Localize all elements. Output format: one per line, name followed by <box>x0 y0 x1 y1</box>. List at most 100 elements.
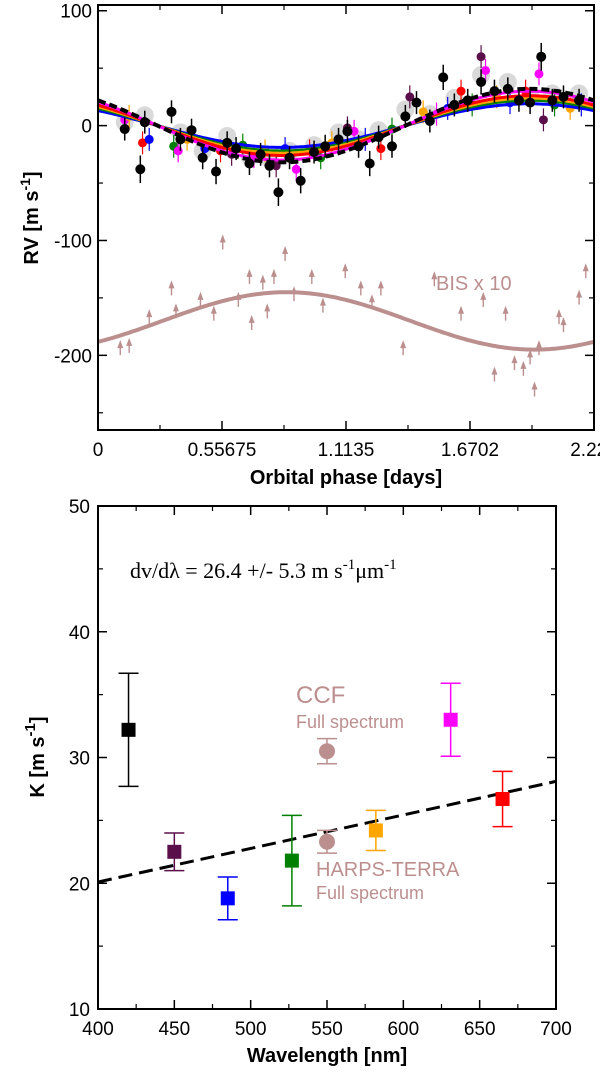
bis-point <box>377 280 384 289</box>
top-x-tick-label: 0 <box>93 440 104 461</box>
rv-point <box>547 95 558 106</box>
rv-point <box>284 152 295 163</box>
rv-point <box>342 126 353 137</box>
rv-point <box>386 141 397 152</box>
bis-point <box>282 245 289 254</box>
rv-color-point <box>476 52 486 62</box>
bis-point <box>270 268 277 277</box>
rv-color-point <box>534 69 544 79</box>
top-x-tick-label: 2.227 <box>570 440 600 461</box>
bis-point <box>480 291 487 300</box>
bis-point <box>319 297 326 306</box>
rv-point <box>558 91 569 102</box>
bis-model-layer <box>98 290 594 352</box>
k-point-square <box>495 791 510 806</box>
bis-point <box>146 309 153 318</box>
rv-color-point <box>538 115 548 125</box>
bis-point <box>248 314 255 323</box>
rv-point <box>231 143 242 154</box>
bis-point <box>400 340 407 349</box>
rv-point <box>197 152 208 163</box>
top-axis-ticks: 0 0.55675 1.1135 1.6702 2.227 -200 -100 0 100 <box>54 2 600 461</box>
slope-annotation-prefix: dv/dλ = 26.4 +/- 5.3 m s <box>130 558 343 583</box>
top-y-title-exp: -1 <box>17 178 33 191</box>
rv-point <box>211 166 222 177</box>
k-point-square <box>121 722 136 737</box>
bottom-x-tick-label: 650 <box>464 1019 496 1040</box>
top-y-tick-label: 100 <box>60 2 92 23</box>
bis-point <box>290 286 297 295</box>
bis-point <box>342 263 349 272</box>
bottom-x-tick-label: 550 <box>311 1019 343 1040</box>
k-points-layer <box>118 672 513 921</box>
rv-point <box>320 141 331 152</box>
top-x-tick-label: 1.1135 <box>318 440 375 461</box>
rv-color-point <box>405 92 415 102</box>
rv-point <box>135 164 146 175</box>
rv-point <box>424 116 435 127</box>
bottom-x-tick-label: 600 <box>387 1019 419 1040</box>
rv-colored-points-layer <box>120 45 586 181</box>
bottom-y-title-exp: -1 <box>22 723 39 736</box>
bis-point <box>535 340 542 349</box>
bis-point <box>582 263 589 272</box>
bis-point <box>219 234 226 243</box>
bis-point <box>259 274 266 283</box>
rv-point <box>166 106 177 117</box>
bis-point <box>308 268 315 277</box>
rv-point <box>574 95 585 106</box>
rv-color-point <box>144 134 154 144</box>
bis-point <box>210 305 217 314</box>
k-point-square <box>284 853 299 868</box>
rv-point <box>244 158 255 169</box>
rv-point <box>449 99 460 110</box>
bottom-y-tick-label: 10 <box>69 1000 90 1021</box>
bis-point <box>458 305 465 314</box>
top-y-title-close: ] <box>21 171 43 178</box>
rv-color-point <box>456 86 466 96</box>
rv-point <box>264 160 275 171</box>
bottom-axis-ticks: 400 450 500 550 600 650 700 10 20 30 40 50 <box>69 497 572 1040</box>
rv-color-point <box>418 107 428 117</box>
rv-point <box>502 83 513 94</box>
rv-point <box>476 76 487 87</box>
bottom-y-tick-label: 20 <box>69 874 90 895</box>
rv-color-point <box>138 138 148 148</box>
rv-point <box>333 134 344 145</box>
rv-point <box>411 97 422 108</box>
rv-color-point <box>481 65 491 75</box>
top-y-title-main: RV [m s <box>21 191 43 265</box>
rv-point <box>536 51 547 62</box>
terra-sublabel: Full spectrum <box>316 883 424 903</box>
bis-point <box>560 317 567 326</box>
ccf-label: CCF <box>296 682 345 709</box>
bottom-x-tick-label: 500 <box>235 1019 267 1040</box>
bis-point <box>556 309 563 318</box>
bis-point <box>520 360 527 369</box>
bis-point <box>576 289 583 298</box>
rv-point <box>119 124 130 135</box>
bis-point <box>264 303 271 312</box>
k-point-square <box>368 823 383 838</box>
bis-point <box>491 366 498 375</box>
k-point-circle <box>319 833 335 850</box>
k-point-square <box>220 891 235 906</box>
rv-point <box>255 149 266 160</box>
rv-point <box>373 132 384 143</box>
bottom-y-title-main: K [m s <box>27 736 49 797</box>
rv-point <box>489 86 500 97</box>
bottom-x-tick-label: 450 <box>158 1019 190 1040</box>
rv-ccf-points-layer <box>119 42 585 207</box>
bottom-y-tick-label: 40 <box>69 623 90 644</box>
top-plot-frame <box>97 4 595 431</box>
rv-point <box>222 137 233 148</box>
rv-point <box>462 95 473 106</box>
bis-point <box>117 340 124 349</box>
bottom-y-title-close: ] <box>27 716 49 723</box>
rv-point <box>400 111 411 122</box>
rv-point <box>295 175 306 186</box>
top-x-axis-title: Orbital phase [days] <box>250 467 442 489</box>
slope-annotation-exp2: -1 <box>384 557 397 573</box>
slope-annotation-mid: μm <box>355 558 384 583</box>
bis-point <box>531 381 538 390</box>
